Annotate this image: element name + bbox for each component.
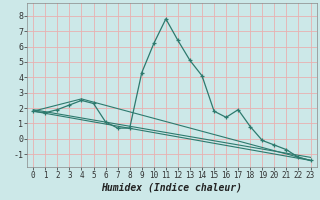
X-axis label: Humidex (Indice chaleur): Humidex (Indice chaleur) bbox=[101, 183, 242, 193]
